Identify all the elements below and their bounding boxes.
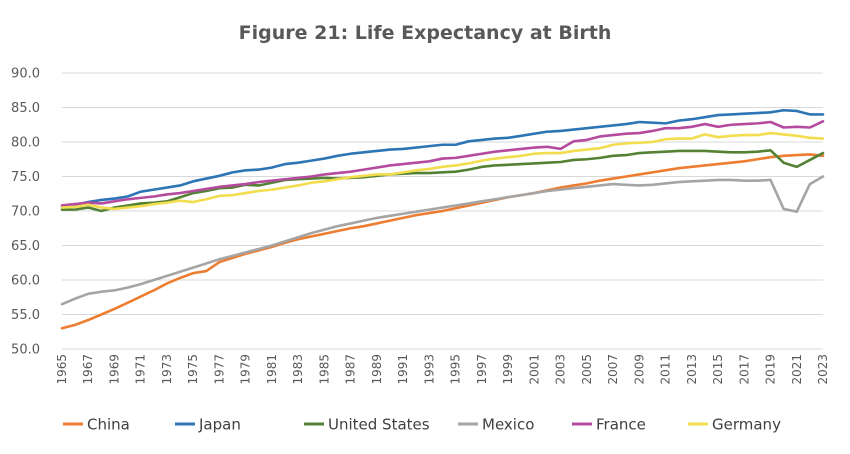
x-tick-label: 1973 xyxy=(160,354,174,385)
y-tick-label: 85.0 xyxy=(11,101,40,116)
y-tick-label: 55.0 xyxy=(11,308,40,323)
series-line-china xyxy=(60,153,825,330)
y-tick-label: 75.0 xyxy=(11,170,40,185)
legend-label: China xyxy=(87,416,130,434)
x-tick-label: 2019 xyxy=(764,354,778,385)
x-tick-label: 1971 xyxy=(134,354,148,385)
x-tick-label: 1977 xyxy=(212,354,226,385)
x-tick-label: 1975 xyxy=(186,354,200,385)
x-tick-label: 1987 xyxy=(344,354,358,385)
x-tick-label: 2021 xyxy=(790,354,804,385)
legend-label: Germany xyxy=(712,416,781,434)
legend-label: United States xyxy=(328,416,430,434)
y-tick-label: 60.0 xyxy=(11,274,40,289)
legend-label: France xyxy=(596,416,646,434)
x-tick-label: 2009 xyxy=(632,354,646,385)
x-tick-label: 1969 xyxy=(107,354,121,385)
series-line-mexico xyxy=(60,175,825,306)
x-tick-label: 2007 xyxy=(606,354,620,385)
x-tick-label: 1967 xyxy=(81,354,95,385)
x-tick-label: 1995 xyxy=(449,354,463,385)
x-tick-label: 1999 xyxy=(501,354,515,385)
y-tick-label: 90.0 xyxy=(11,67,40,82)
x-tick-label: 1981 xyxy=(265,354,279,385)
x-tick-label: 2005 xyxy=(580,354,594,385)
x-tick-label: 1965 xyxy=(55,354,69,385)
y-tick-label: 65.0 xyxy=(11,239,40,254)
x-tick-label: 1983 xyxy=(291,354,305,385)
x-tick-label: 1997 xyxy=(475,354,489,385)
legend-label: Japan xyxy=(198,416,241,434)
chart-title: Figure 21: Life Expectancy at Birth xyxy=(239,22,612,44)
x-tick-label: 1991 xyxy=(396,354,410,385)
series-line-france xyxy=(60,120,825,207)
x-tick-label: 2013 xyxy=(685,354,699,385)
x-tick-label: 2023 xyxy=(816,354,830,385)
x-tick-label: 2001 xyxy=(527,354,541,385)
series-lines xyxy=(60,108,825,330)
x-tick-label: 2017 xyxy=(737,354,751,385)
x-tick-label: 1979 xyxy=(239,354,253,385)
series-line-united-states xyxy=(60,148,825,213)
x-axis-ticks: 1965 1967 1969 1971 1973 1975 1977 1979 1981 1983… xyxy=(55,354,830,385)
series-line-japan xyxy=(60,108,825,209)
legend: China Japan United States Mexico France Germa… xyxy=(63,416,781,434)
x-tick-label: 1993 xyxy=(422,354,436,385)
y-axis-ticks: 50.0 55.0 60.0 65.0 70.0 75.0 80.0 85.0 90.0 xyxy=(11,67,40,358)
series-line-germany xyxy=(60,131,825,211)
x-tick-label: 2011 xyxy=(659,354,673,385)
x-tick-label: 2015 xyxy=(711,354,725,385)
x-tick-label: 2003 xyxy=(554,354,568,385)
y-tick-label: 80.0 xyxy=(11,136,40,151)
y-tick-label: 50.0 xyxy=(11,343,40,358)
legend-label: Mexico xyxy=(482,416,534,434)
x-tick-label: 1985 xyxy=(317,354,331,385)
y-tick-label: 70.0 xyxy=(11,205,40,220)
x-tick-label: 1989 xyxy=(370,354,384,385)
